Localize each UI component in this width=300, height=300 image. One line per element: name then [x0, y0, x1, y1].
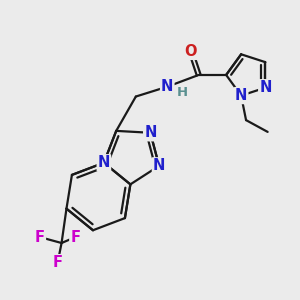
- Text: F: F: [52, 255, 63, 270]
- Text: N: N: [161, 79, 173, 94]
- Text: N: N: [153, 158, 165, 173]
- Text: O: O: [184, 44, 197, 59]
- Text: N: N: [98, 155, 110, 170]
- Text: N: N: [144, 125, 157, 140]
- Text: H: H: [176, 86, 188, 99]
- Text: F: F: [70, 230, 80, 244]
- Text: N: N: [235, 88, 247, 103]
- Text: N: N: [259, 80, 272, 95]
- Text: F: F: [35, 230, 45, 244]
